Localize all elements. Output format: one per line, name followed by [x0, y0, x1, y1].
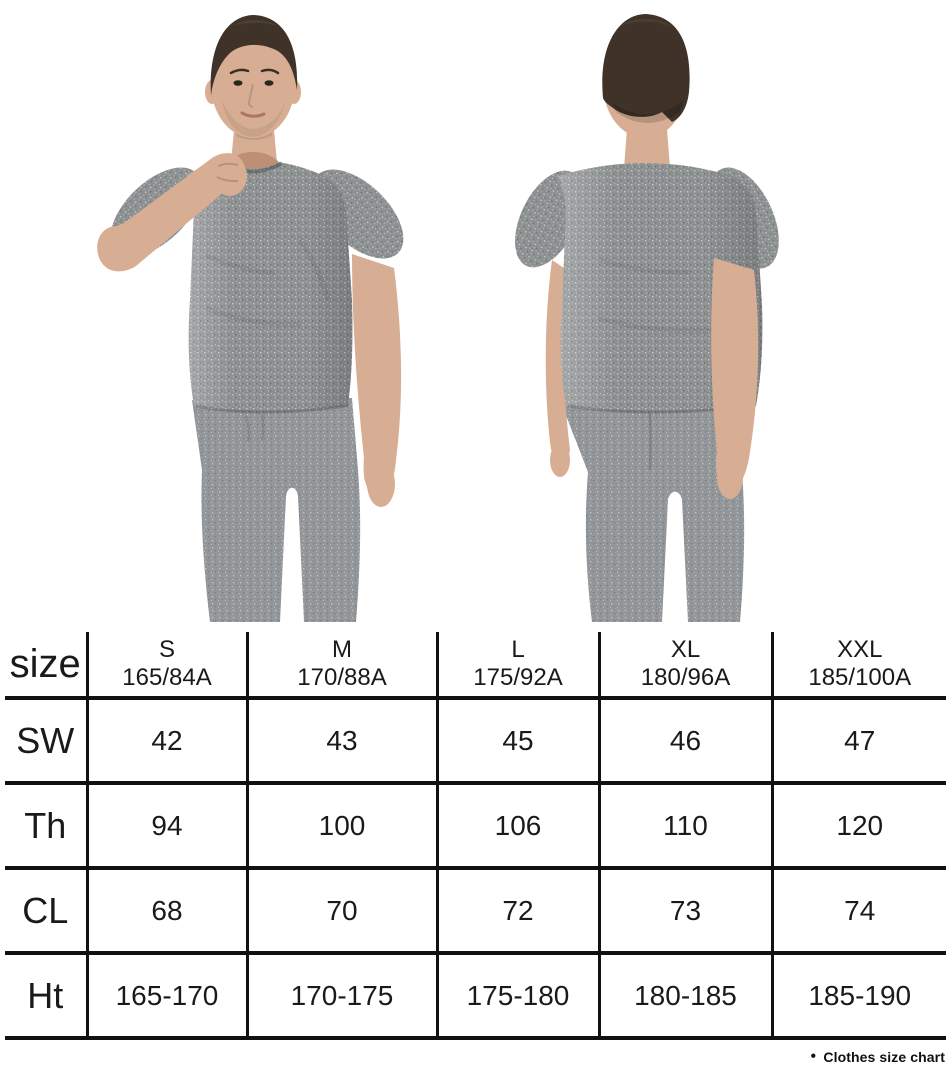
front-thumb	[364, 462, 376, 482]
size-chart-col-s: S 165/84A	[85, 632, 247, 698]
model-back	[515, 14, 779, 622]
back-shirt-wrinkles	[597, 257, 719, 334]
back-near-forearm	[711, 258, 759, 491]
back-hair-highlight	[620, 18, 674, 28]
size-spec: 170/88A	[297, 664, 387, 691]
cell-th-m: 100	[245, 781, 437, 868]
front-stubble	[222, 99, 286, 137]
front-hair-highlight	[232, 20, 278, 26]
front-fist-fingers	[216, 162, 239, 183]
cell-th-xl: 110	[597, 781, 772, 868]
cell-sw-xxl: 47	[770, 696, 946, 783]
size-spec: 185/100A	[808, 664, 912, 691]
size-chart-row-ht: Ht 165-170 170-175 175-180 180-185 185-1…	[5, 951, 946, 1040]
cell-sw-l: 45	[435, 696, 599, 783]
back-pants	[560, 398, 745, 622]
size-chart-row-cl: CL 68 70 72 73 74	[5, 866, 946, 953]
cell-sw-m: 43	[245, 696, 437, 783]
cell-ht-l: 175-180	[435, 951, 599, 1040]
front-face-features	[229, 68, 280, 118]
size-label: XL	[670, 635, 701, 663]
size-chart-col-xxl: XXL 185/100A	[770, 632, 946, 698]
cell-sw-s: 42	[85, 696, 247, 783]
size-chart-corner-label: size	[9, 642, 81, 686]
front-hair	[210, 15, 298, 96]
bullet-icon: ●	[810, 1050, 817, 1062]
row-label-cl: CL	[5, 866, 87, 953]
front-shirt-shading	[186, 160, 353, 413]
caption: ● Clothes size chart	[810, 1046, 945, 1068]
row-label-ht: Ht	[5, 951, 87, 1040]
front-fist	[213, 156, 247, 196]
cell-cl-xxl: 74	[770, 866, 946, 953]
size-chart-table: size S 165/84A M 170/88A L 175/92A XL 18…	[5, 632, 946, 1040]
back-hair-nape	[612, 100, 684, 123]
front-hanging-forearm	[352, 254, 402, 497]
front-head	[211, 30, 295, 138]
cell-th-l: 106	[435, 781, 599, 868]
cell-ht-m: 170-175	[245, 951, 437, 1040]
size-chart-col-m: M 170/88A	[245, 632, 437, 698]
caption-text: Clothes size chart	[823, 1049, 945, 1065]
front-hem-shadow	[195, 404, 349, 414]
back-far-arm	[545, 260, 570, 469]
front-pants	[192, 398, 361, 622]
model-illustration	[97, 14, 779, 622]
size-chart-col-xl: XL 180/96A	[597, 632, 772, 698]
cell-cl-s: 68	[85, 866, 247, 953]
cell-th-xxl: 120	[770, 781, 946, 868]
row-label-th: Th	[5, 781, 87, 868]
front-raised-forearm	[97, 153, 245, 272]
model-front	[97, 15, 404, 622]
model-photos	[97, 14, 779, 622]
size-label: L	[511, 635, 525, 663]
row-label-sw: SW	[5, 696, 87, 783]
size-chart-row-sw: SW 42 43 45 46 47	[5, 696, 946, 783]
size-spec: 175/92A	[473, 664, 563, 691]
cell-cl-m: 70	[245, 866, 437, 953]
back-hair	[602, 14, 690, 122]
size-label: XXL	[837, 635, 883, 663]
back-near-hand	[717, 455, 743, 499]
cell-cl-l: 72	[435, 866, 599, 953]
cell-cl-xl: 73	[597, 866, 772, 953]
size-chart-header-row: size S 165/84A M 170/88A L 175/92A XL 18…	[5, 632, 946, 698]
size-chart-col-l: L 175/92A	[435, 632, 599, 698]
back-far-hand	[550, 443, 570, 477]
cell-ht-s: 165-170	[85, 951, 247, 1040]
cell-sw-xl: 46	[597, 696, 772, 783]
cell-ht-xxl: 185-190	[770, 951, 946, 1040]
size-chart-row-th: Th 94 100 106 110 120	[5, 781, 946, 868]
front-pants-crease	[244, 413, 265, 443]
size-spec: 180/96A	[640, 664, 731, 691]
front-shirt-wrinkles	[203, 238, 331, 327]
size-label: M	[332, 635, 352, 663]
size-spec: 165/84A	[122, 664, 212, 691]
cell-ht-xl: 180-185	[597, 951, 772, 1040]
cell-th-s: 94	[85, 781, 247, 868]
size-label: S	[158, 635, 175, 663]
